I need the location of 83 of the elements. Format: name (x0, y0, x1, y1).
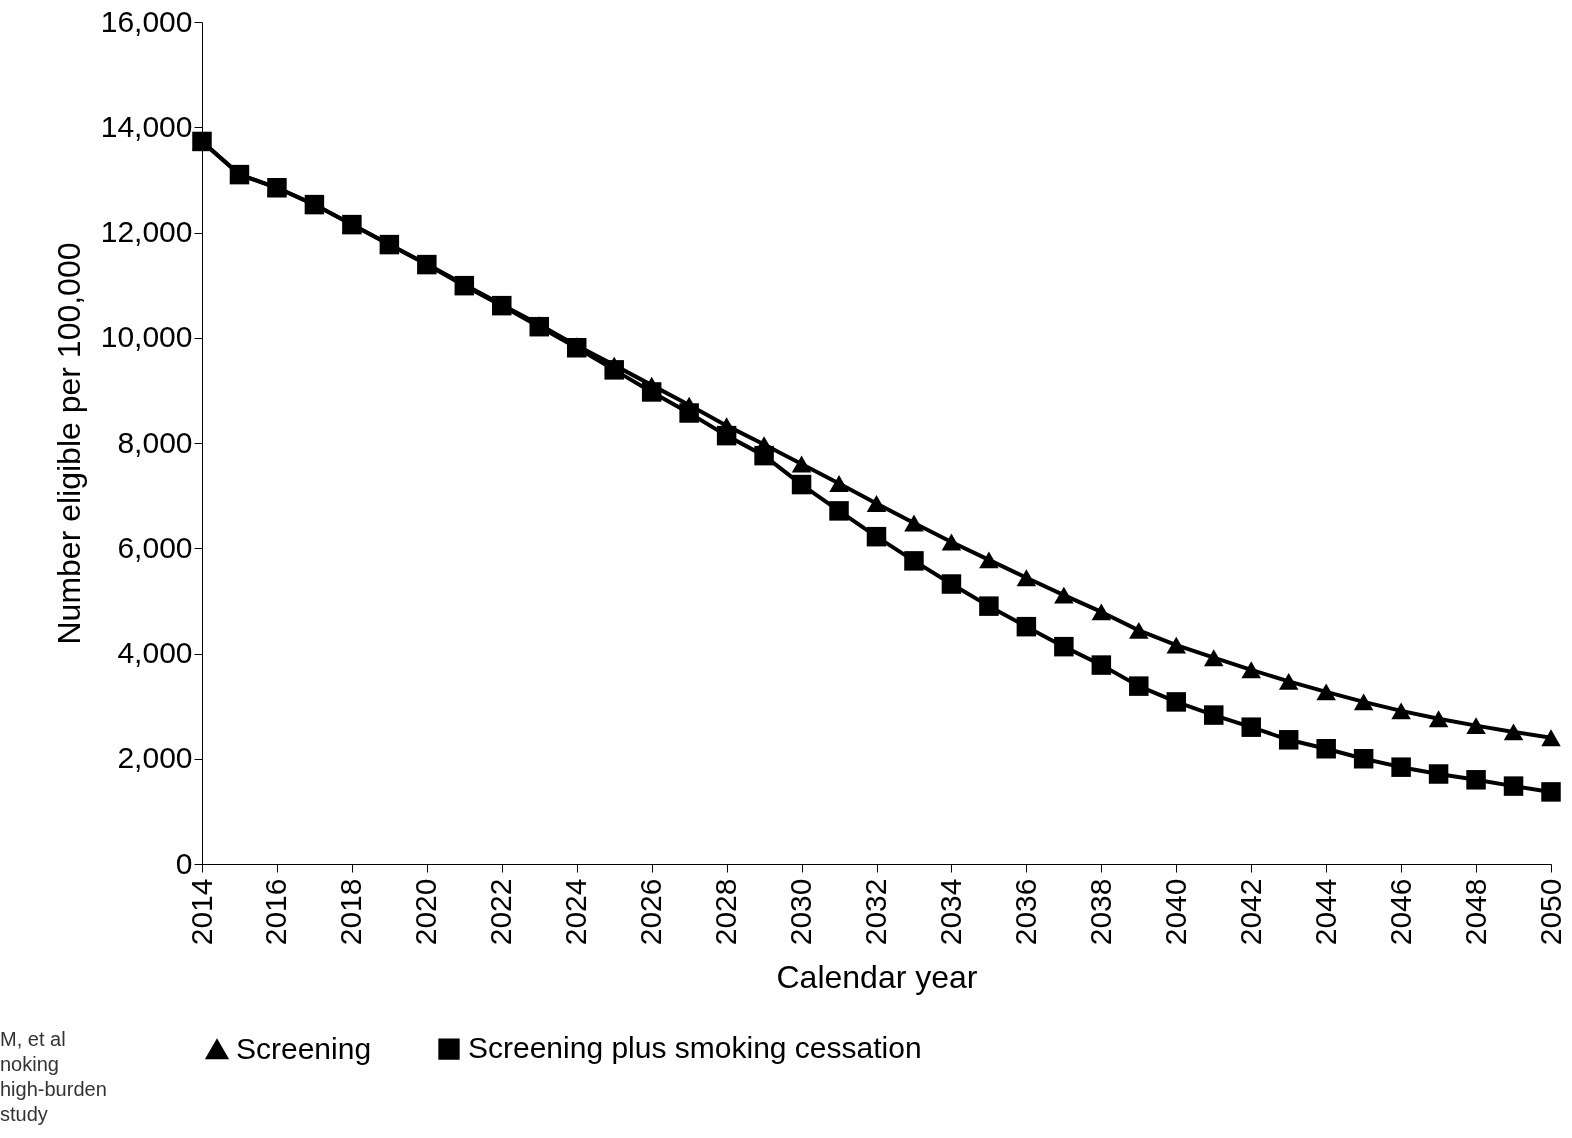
point (979, 551, 999, 569)
point (941, 574, 962, 594)
x-tick-label: 2026 (634, 878, 668, 946)
y-axis-title: Number eligible per 100,000 (50, 242, 87, 645)
point (1428, 764, 1449, 784)
text: noking (0, 1053, 59, 1075)
point (1353, 693, 1374, 711)
point (829, 475, 849, 492)
point (1016, 616, 1037, 637)
x-tick-label: 2048 (1458, 878, 1492, 946)
x-tick-label: 2014 (184, 878, 218, 946)
x-tick-label: 2042 (1233, 878, 1267, 946)
y-tick-label: 16,000 (100, 4, 193, 38)
point (1016, 569, 1037, 587)
x-tick-label: 2044 (1308, 878, 1342, 946)
point (941, 533, 962, 551)
point (1428, 710, 1449, 728)
point (904, 514, 924, 532)
x-tick-label: 2046 (1383, 878, 1417, 946)
x-tick-label: 2028 (709, 878, 743, 946)
point (1503, 723, 1524, 741)
point (791, 474, 812, 495)
point (1466, 717, 1486, 735)
point (754, 445, 774, 466)
x-tick-label: 2020 (409, 878, 443, 946)
x-tick-label: 2018 (334, 878, 368, 946)
point (641, 382, 662, 402)
point (904, 551, 924, 571)
point (1278, 730, 1299, 750)
point (1166, 692, 1187, 712)
y-tick-label: 2,000 (117, 741, 193, 775)
point (1391, 757, 1411, 777)
y-tick-label: 0 (175, 846, 193, 880)
y-tick-label: 8,000 (117, 425, 193, 459)
x-tick-label: 2024 (559, 878, 593, 946)
point (1129, 676, 1149, 696)
point (1241, 661, 1261, 679)
point (716, 425, 737, 446)
x-tick-label: 2036 (1008, 878, 1042, 946)
point (1391, 702, 1411, 720)
x-tick-label: 2022 (484, 878, 518, 946)
point (679, 403, 699, 423)
point (1278, 672, 1299, 690)
point (1054, 636, 1074, 657)
x-axis-title: Calendar year (776, 959, 978, 996)
text: M, et al (0, 1028, 66, 1050)
x-tick-label: 2050 (1533, 878, 1567, 946)
point (1541, 782, 1561, 802)
y-tick-label: 6,000 (117, 530, 193, 564)
point (1541, 729, 1561, 747)
x-tick-label: 2040 (1158, 878, 1192, 946)
point (791, 455, 812, 473)
point (1091, 655, 1112, 675)
x-tick-label: 2034 (933, 878, 967, 946)
x-tick-label: 2038 (1083, 878, 1117, 946)
point (604, 360, 624, 380)
x-tick-label: 2016 (259, 878, 293, 946)
x-tick-label: 2030 (784, 878, 818, 946)
point (866, 495, 887, 512)
text: high-burden (0, 1078, 107, 1100)
point (1204, 649, 1224, 667)
point (866, 526, 887, 547)
point (979, 596, 999, 616)
y-tick-label: 10,000 (100, 320, 193, 354)
point (1129, 621, 1149, 639)
point (829, 501, 849, 521)
point (1316, 683, 1336, 701)
legend-label: Screening (236, 1031, 372, 1065)
point (1204, 705, 1224, 725)
point (1466, 770, 1486, 790)
y-tick-label: 12,000 (100, 215, 193, 248)
point (1503, 776, 1524, 796)
legend-label: Screening plus smoking cessation (468, 1031, 922, 1065)
y-tick-label: 14,000 (100, 109, 193, 143)
point (1091, 603, 1112, 621)
point (1353, 749, 1374, 769)
y-tick-label: 4,000 (117, 636, 193, 669)
point (1241, 717, 1261, 737)
point (1166, 636, 1187, 654)
point (1316, 739, 1336, 759)
point (1054, 586, 1074, 604)
text: study (0, 1103, 48, 1125)
x-tick-label: 2032 (859, 878, 892, 946)
